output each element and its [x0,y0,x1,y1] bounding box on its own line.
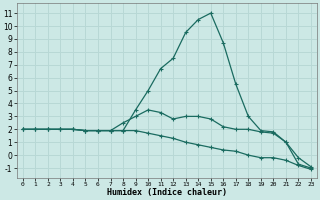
X-axis label: Humidex (Indice chaleur): Humidex (Indice chaleur) [107,188,227,197]
